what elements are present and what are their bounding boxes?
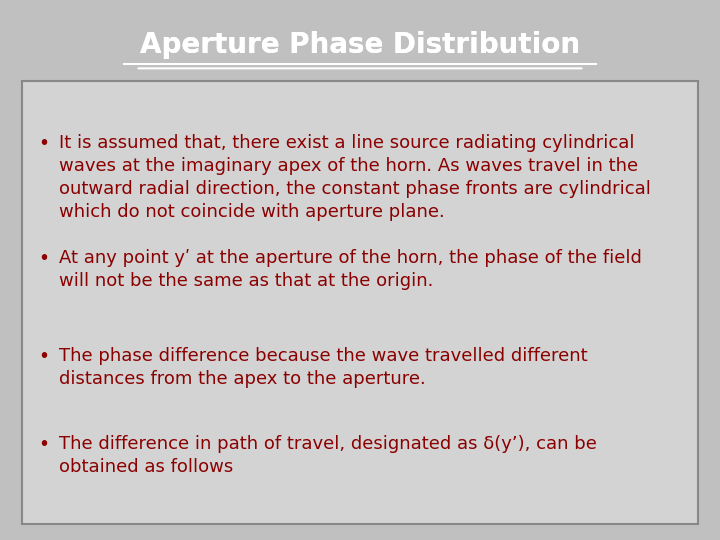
Text: •: • xyxy=(39,249,50,268)
Text: At any point yʹ at the aperture of the horn, the phase of the field
will not be : At any point yʹ at the aperture of the h… xyxy=(59,249,642,290)
Text: Aperture Phase Distribution: Aperture Phase Distribution xyxy=(140,31,580,58)
FancyBboxPatch shape xyxy=(22,81,698,524)
Text: The phase difference because the wave travelled different
distances from the ape: The phase difference because the wave tr… xyxy=(59,347,588,388)
Text: The difference in path of travel, designated as δ(y’), can be
obtained as follow: The difference in path of travel, design… xyxy=(59,435,597,476)
Text: •: • xyxy=(39,347,50,366)
Text: It is assumed that, there exist a line source radiating cylindrical
waves at the: It is assumed that, there exist a line s… xyxy=(59,134,651,221)
Text: •: • xyxy=(39,435,50,454)
Text: •: • xyxy=(39,134,50,153)
Text: Aperture Phase Distribution: Aperture Phase Distribution xyxy=(140,31,580,58)
